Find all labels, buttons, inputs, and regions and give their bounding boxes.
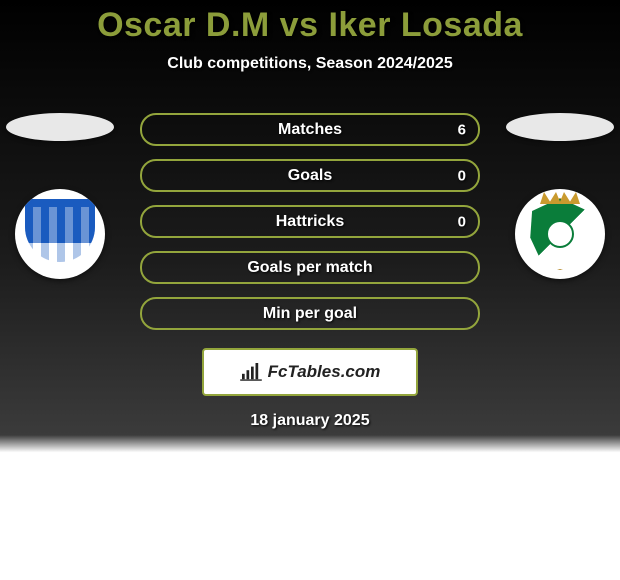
stat-row: Goals 0 — [140, 159, 480, 192]
alaves-crest-icon — [25, 199, 95, 269]
stat-label: Matches — [278, 121, 342, 139]
stat-value-right: 0 — [458, 213, 466, 230]
player-right-column — [500, 113, 620, 279]
stats-list: Matches 6 Goals 0 Hattricks 0 Goals per match M… — [140, 113, 480, 330]
arena: Matches 6 Goals 0 Hattricks 0 Goals per match M… — [0, 113, 620, 330]
player-left-photo-placeholder — [6, 113, 114, 141]
stat-row: Hattricks 0 — [140, 205, 480, 238]
comparison-infographic: Oscar D.M vs Iker Losada Club competitio… — [0, 0, 620, 580]
stat-label: Min per goal — [263, 305, 357, 323]
brand-text: FcTables.com — [268, 362, 381, 382]
stat-value-right: 0 — [458, 167, 466, 184]
page-title: Oscar D.M vs Iker Losada — [0, 0, 620, 45]
bar-chart-icon — [240, 363, 262, 381]
stat-value-right: 6 — [458, 121, 466, 138]
brand-box: FcTables.com — [202, 348, 418, 396]
player-right-photo-placeholder — [506, 113, 614, 141]
stat-label: Goals per match — [247, 259, 372, 277]
date: 18 january 2025 — [0, 412, 620, 430]
betis-crest-icon — [529, 198, 591, 270]
club-badge-left — [15, 189, 105, 279]
stat-label: Hattricks — [276, 213, 344, 231]
stat-label: Goals — [288, 167, 332, 185]
stat-row: Matches 6 — [140, 113, 480, 146]
club-badge-right — [515, 189, 605, 279]
stat-row: Min per goal — [140, 297, 480, 330]
subtitle: Club competitions, Season 2024/2025 — [0, 55, 620, 73]
stat-row: Goals per match — [140, 251, 480, 284]
player-left-column — [0, 113, 120, 279]
